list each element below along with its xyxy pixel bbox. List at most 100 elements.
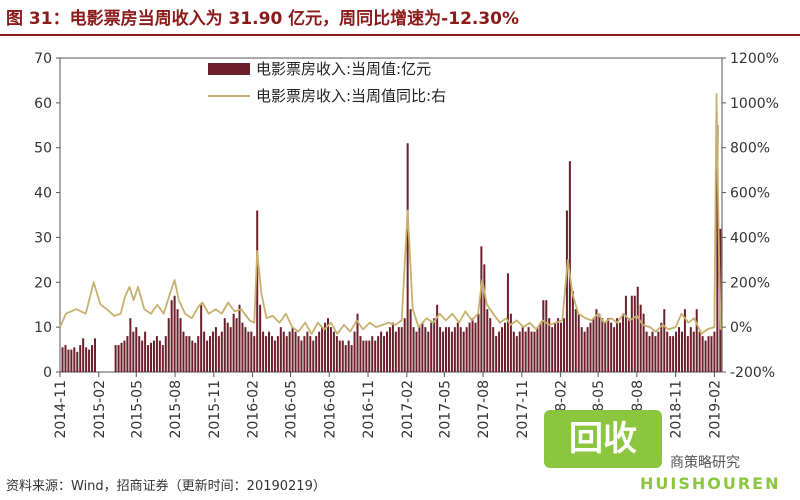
- bar: [433, 318, 436, 372]
- bar: [415, 331, 418, 372]
- bar: [663, 309, 666, 372]
- legend-bar-swatch: [208, 63, 250, 75]
- bar: [383, 336, 386, 372]
- bar: [654, 336, 657, 372]
- bar: [506, 273, 509, 372]
- bar: [324, 322, 327, 372]
- bar: [338, 340, 341, 372]
- bar: [371, 336, 374, 372]
- bar: [716, 125, 719, 373]
- bar: [300, 340, 303, 372]
- bar: [309, 336, 312, 372]
- bar: [442, 331, 445, 372]
- bar: [636, 286, 639, 372]
- bar: [350, 345, 353, 372]
- bar: [253, 336, 256, 372]
- y-right-tick-label: 600%: [730, 186, 770, 202]
- bar: [619, 322, 622, 372]
- bar: [117, 345, 120, 372]
- bar: [126, 336, 129, 372]
- bar: [203, 331, 206, 372]
- bar: [279, 327, 282, 372]
- bar: [627, 318, 630, 372]
- bar: [155, 336, 158, 372]
- bar: [707, 336, 710, 372]
- bar: [639, 304, 642, 372]
- bar: [347, 340, 350, 372]
- y-right-tick-label: -200%: [730, 365, 775, 381]
- bar: [616, 318, 619, 372]
- bar: [256, 210, 259, 372]
- bar: [701, 336, 704, 372]
- bar: [695, 309, 698, 372]
- bar: [70, 349, 73, 372]
- bar: [374, 340, 377, 372]
- bar: [259, 304, 262, 372]
- bar: [512, 331, 515, 372]
- bar: [368, 340, 371, 372]
- x-tick-label: 2016-11: [361, 380, 377, 439]
- bar: [483, 264, 486, 372]
- x-tick-label: 2019-02: [707, 380, 723, 439]
- bar: [545, 300, 548, 372]
- bar: [315, 336, 318, 372]
- bar: [161, 345, 164, 372]
- bar: [129, 318, 132, 372]
- bar: [167, 318, 170, 372]
- bar: [85, 347, 88, 372]
- bar: [657, 331, 660, 372]
- bar: [574, 309, 577, 372]
- bar: [123, 340, 126, 372]
- bar: [660, 322, 663, 372]
- bar: [306, 331, 309, 372]
- bar: [223, 318, 226, 372]
- bar: [495, 336, 498, 372]
- bar: [480, 246, 483, 372]
- bar: [409, 309, 412, 372]
- bar: [220, 331, 223, 372]
- bar: [583, 331, 586, 372]
- bar: [672, 336, 675, 372]
- bar: [595, 309, 598, 372]
- bar: [465, 327, 468, 372]
- bar: [191, 340, 194, 372]
- bar: [450, 331, 453, 372]
- bar: [527, 327, 530, 372]
- x-tick-label: 2015-02: [92, 380, 108, 439]
- bar: [176, 309, 179, 372]
- bar: [132, 331, 135, 372]
- bar: [235, 318, 238, 372]
- bar: [64, 345, 67, 372]
- bar: [536, 327, 539, 372]
- bar: [147, 345, 150, 372]
- bar: [518, 331, 521, 372]
- bar: [704, 340, 707, 372]
- bar: [498, 331, 501, 372]
- x-tick-label: 2017-02: [400, 380, 416, 439]
- bar: [560, 322, 563, 372]
- bar: [93, 338, 96, 372]
- x-tick-label: 2017-05: [437, 380, 453, 439]
- bar: [285, 336, 288, 372]
- bar: [61, 347, 64, 372]
- bar: [444, 327, 447, 372]
- bar: [610, 322, 613, 372]
- bar: [182, 331, 185, 372]
- bar: [185, 336, 188, 372]
- bar: [462, 331, 465, 372]
- bar: [601, 318, 604, 372]
- bar: [318, 331, 321, 372]
- bar: [447, 327, 450, 372]
- x-tick-label: 2016-02: [246, 380, 262, 439]
- bar: [282, 331, 285, 372]
- bar: [362, 340, 365, 372]
- bar: [332, 331, 335, 372]
- bar: [303, 336, 306, 372]
- bar: [138, 336, 141, 372]
- bar: [247, 331, 250, 372]
- y-left-tick-label: 50: [34, 141, 52, 157]
- bar: [698, 331, 701, 372]
- bar: [209, 336, 212, 372]
- bar: [288, 331, 291, 372]
- bar: [598, 313, 601, 372]
